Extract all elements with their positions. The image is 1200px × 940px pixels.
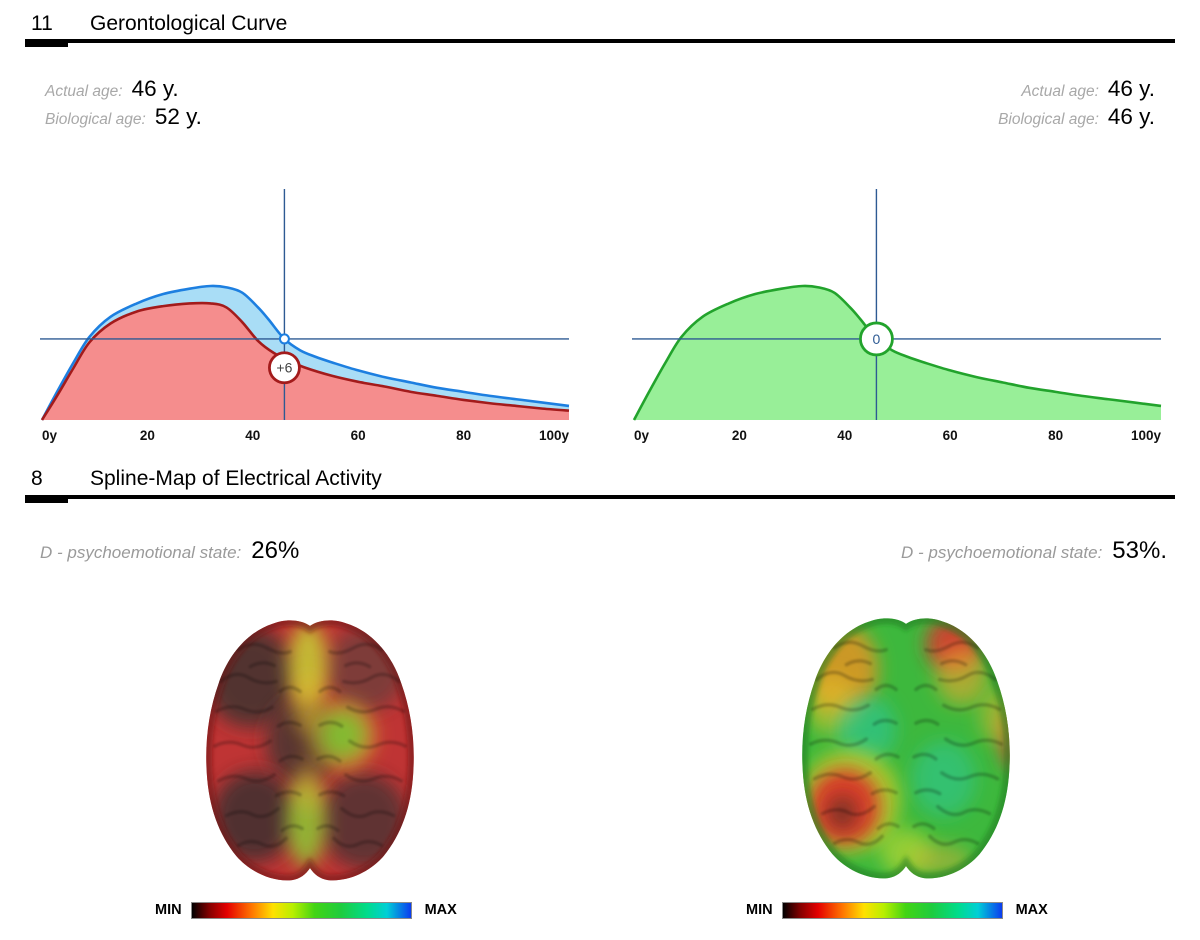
psychoemotional-label: D - psychoemotional state: — [901, 543, 1103, 562]
intersection-marker — [278, 333, 290, 345]
legend-max-label: MAX — [424, 902, 457, 918]
section-header-gerontological-curve: 11 Gerontological Curve — [0, 12, 1200, 40]
age-difference-badge — [268, 351, 301, 385]
legend-min-label: MIN — [155, 902, 182, 918]
psychoemotional-state-right: D - psychoemotional state: 53%. — [901, 537, 1167, 567]
section-number: 11 — [31, 12, 53, 35]
biological-age-curve-line — [40, 301, 570, 421]
psychoemotional-value: 26% — [251, 537, 300, 564]
psychoemotional-state-left: D - psychoemotional state: 26% — [40, 537, 299, 567]
divider-thin-segment — [68, 39, 1175, 43]
biological-age-value: 46 y. — [1107, 104, 1155, 129]
age-difference-badge-label: 0 — [873, 331, 881, 347]
biological-age-label: Biological age: — [45, 111, 146, 128]
section-divider — [25, 39, 1175, 48]
actual-age-label: Actual age: — [45, 83, 123, 100]
age-difference-badge-label: +6 — [276, 360, 292, 376]
psychoemotional-row: D - psychoemotional state: 26% — [40, 537, 299, 567]
actual-age-label: Actual age: — [1021, 83, 1099, 100]
activity-hotspot — [294, 760, 322, 813]
section-title: Gerontological Curve — [90, 12, 288, 35]
actual-age-value: 46 y. — [131, 76, 179, 101]
divider-thin-segment — [68, 495, 1175, 499]
actual-age-value: 46 y. — [1107, 76, 1155, 101]
colorbar-legend-right: MIN MAX — [746, 901, 1048, 919]
activity-hotspot — [911, 741, 976, 817]
legend-min-label: MIN — [746, 902, 773, 918]
x-axis-tick-label: 0y — [634, 428, 650, 443]
psychoemotional-row: D - psychoemotional state: 53%. — [901, 537, 1167, 567]
x-axis-tick-label: 20 — [140, 428, 155, 443]
colorbar-legend-left: MIN MAX — [155, 901, 457, 919]
section-number: 8 — [31, 467, 43, 490]
x-axis-tick-label: 80 — [456, 428, 471, 443]
actual-age-curve-line — [40, 284, 570, 421]
colorbar-gradient — [781, 901, 1003, 919]
x-axis-tick-label: 80 — [1048, 428, 1063, 443]
biological-age-label: Biological age: — [998, 111, 1099, 128]
brain-map-left — [206, 620, 414, 881]
age-difference-badge — [859, 321, 894, 357]
divider-thick-segment — [25, 495, 68, 503]
section-title: Spline-Map of Electrical Activity — [90, 467, 382, 490]
psychoemotional-label: D - psychoemotional state: — [40, 543, 242, 562]
x-axis-tick-label: 0y — [42, 428, 58, 443]
activity-hotspot — [321, 711, 366, 759]
x-axis-tick-label: 20 — [732, 428, 747, 443]
activity-hotspot — [827, 795, 858, 830]
section-header-spline-map: 8 Spline-Map of Electrical Activity — [0, 467, 1200, 495]
age-stats-left: Actual age: 46 y. Biological age: 52 y. — [45, 76, 202, 132]
age-stats-right: Actual age: 46 y. Biological age: 46 y. — [998, 76, 1155, 132]
x-axis-tick-label: 60 — [351, 428, 366, 443]
gerontological-chart-right: 0 0y 20 40 60 80 100y — [632, 189, 1162, 443]
biological-age-row: Biological age: 52 y. — [45, 104, 202, 132]
x-axis-tick-label: 40 — [837, 428, 852, 443]
psychoemotional-value: 53%. — [1112, 537, 1167, 564]
x-axis-tick-label: 100y — [539, 428, 570, 443]
activity-hotspot — [319, 772, 408, 869]
section-divider — [25, 495, 1175, 504]
divider-thick-segment — [25, 39, 68, 47]
gerontological-chart-left: +6 0y 20 40 60 80 100y — [40, 189, 570, 443]
x-axis-tick-label: 40 — [245, 428, 260, 443]
actual-age-row: Actual age: 46 y. — [45, 76, 202, 104]
biological-age-curve-area — [42, 302, 569, 420]
brain-map-right — [802, 618, 1010, 879]
biological-age-value: 52 y. — [154, 104, 202, 129]
actual-age-row: Actual age: 46 y. — [998, 76, 1155, 104]
biological-age-row: Biological age: 46 y. — [998, 104, 1155, 132]
legend-max-label: MAX — [1015, 902, 1048, 918]
x-axis-tick-label: 60 — [943, 428, 958, 443]
colorbar-gradient — [190, 901, 412, 919]
x-axis-tick-label: 100y — [1131, 428, 1162, 443]
